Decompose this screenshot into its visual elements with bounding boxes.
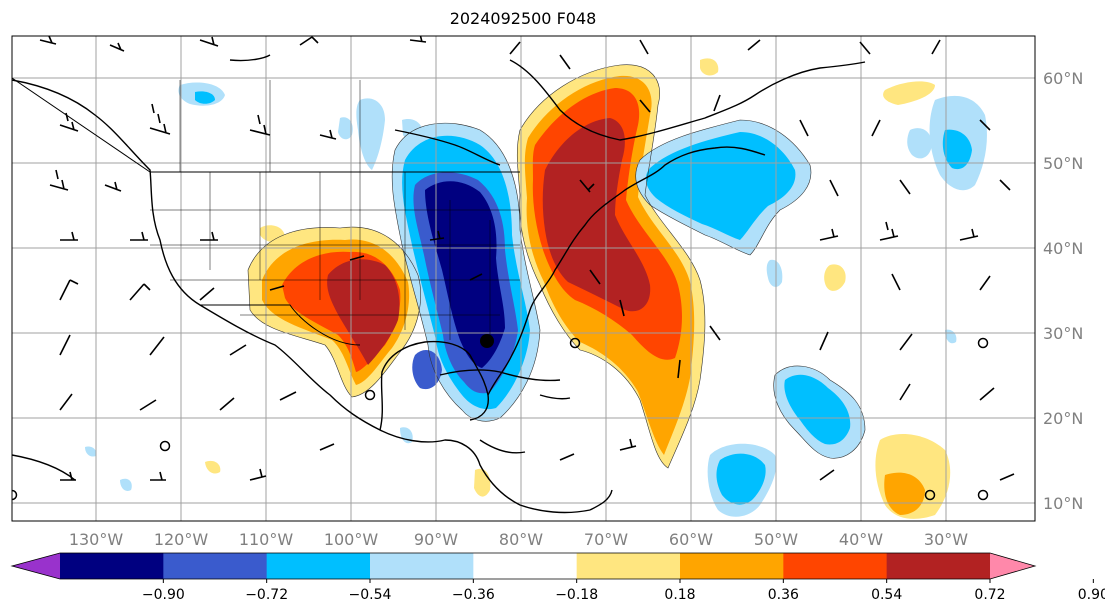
colorbar-extend-low (12, 553, 60, 579)
lon-label: 90°W (414, 530, 458, 549)
lat-label: 10°N (1043, 494, 1083, 513)
colorbar-tick-label: 0.72 (974, 587, 1005, 603)
coastlines (12, 54, 866, 514)
colorbar-tick-label: −0.18 (555, 587, 598, 603)
gridlines (12, 36, 1035, 521)
lon-label: 130°W (69, 530, 124, 549)
contour-fill (85, 58, 987, 519)
lon-label: 30°W (924, 530, 968, 549)
colorbar-tick-label: −0.72 (245, 587, 288, 603)
colorbar-segment (680, 553, 784, 579)
lat-label: 50°N (1043, 154, 1083, 173)
colorbar-segment (266, 553, 371, 579)
colorbar-tick-label: −0.90 (142, 587, 185, 603)
colorbar-segment (576, 553, 681, 579)
latitude-axis: 60°N 50°N 40°N 30°N 20°N 10°N (1043, 69, 1083, 513)
colorbar-segment (783, 553, 888, 579)
lat-label: 20°N (1043, 409, 1083, 428)
us-state-borders (150, 80, 520, 340)
lon-label: 40°W (839, 530, 883, 549)
lat-label: 40°N (1043, 239, 1083, 258)
map-frame (11, 35, 1036, 522)
lon-label: 50°W (754, 530, 798, 549)
storm-center-marker (480, 334, 494, 348)
lon-label: 110°W (239, 530, 294, 549)
lon-label: 120°W (154, 530, 209, 549)
lat-label: 30°N (1043, 324, 1083, 343)
colorbar-segment (473, 553, 578, 579)
longitude-axis: 130°W 120°W 110°W 100°W 90°W 80°W 70°W 6… (69, 530, 968, 549)
country-borders (12, 77, 520, 346)
colorbar-tick-label: −0.54 (349, 587, 392, 603)
colorbar-tick-label: 0.36 (768, 587, 799, 603)
lon-label: 100°W (324, 530, 379, 549)
colorbar-tick-label: 0.54 (871, 587, 902, 603)
calm-wind-markers (12, 337, 989, 501)
lon-label: 70°W (584, 530, 628, 549)
colorbar-tick-label: −0.36 (452, 587, 495, 603)
colorbar-extend-high (990, 553, 1035, 579)
lat-label: 60°N (1043, 69, 1083, 88)
lon-label: 80°W (499, 530, 543, 549)
colorbar-segment (60, 553, 164, 579)
colorbar-segment (370, 553, 474, 579)
colorbar-tick-label: 0.18 (664, 587, 695, 603)
contour-lines (247, 64, 866, 469)
colorbar-tick-label: 0.90 (1078, 587, 1105, 603)
map-title: 2024092500 F048 (449, 9, 597, 28)
colorbar-segment (163, 553, 268, 579)
colorbar-segment (886, 553, 991, 579)
wind-barbs (39, 36, 1015, 481)
colorbar-outline (10, 552, 1037, 580)
map-panel (12, 36, 1035, 521)
colorbar: −0.90 −0.72 −0.54 −0.36 −0.18 0.18 0.36 0.54 0.7… (10, 552, 1105, 603)
lon-label: 60°W (669, 530, 713, 549)
